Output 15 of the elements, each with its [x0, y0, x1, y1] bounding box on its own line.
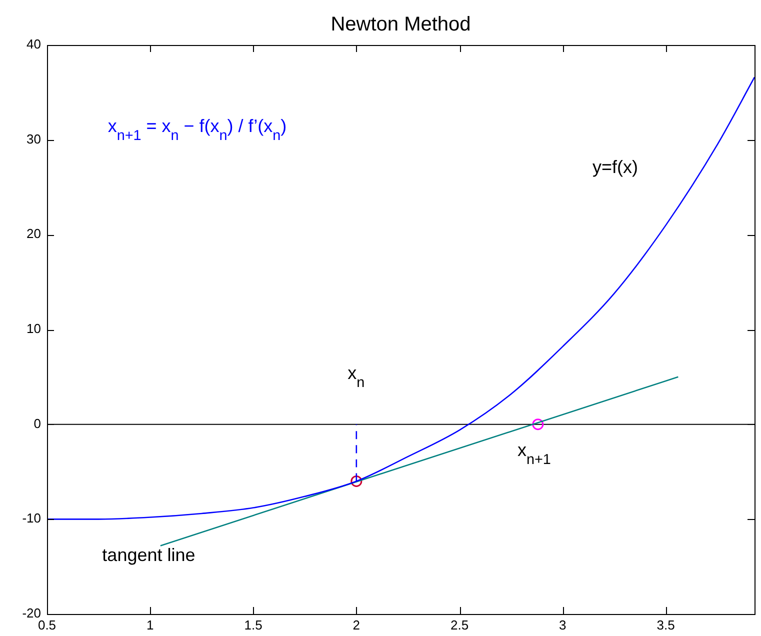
- x-tick-label: 3: [559, 617, 566, 632]
- chart-title: Newton Method: [330, 14, 471, 36]
- annotation: y=f(x): [592, 157, 638, 178]
- x-tick-label: 2: [352, 617, 360, 632]
- y-tick-label: 40: [26, 36, 41, 52]
- y-tick-label: 10: [26, 321, 41, 336]
- annotation: tangent line: [102, 545, 196, 566]
- x-tick-label: 1: [146, 617, 154, 632]
- x-tick-label: 3.5: [656, 617, 675, 632]
- y-tick-label: -10: [22, 510, 41, 526]
- y-tick-label: 20: [26, 226, 41, 242]
- x-tick-label: 1.5: [244, 617, 262, 632]
- x-tick-label: 2.5: [450, 617, 469, 632]
- y-tick-label: 0: [34, 416, 41, 431]
- y-tick-label: 30: [26, 131, 41, 146]
